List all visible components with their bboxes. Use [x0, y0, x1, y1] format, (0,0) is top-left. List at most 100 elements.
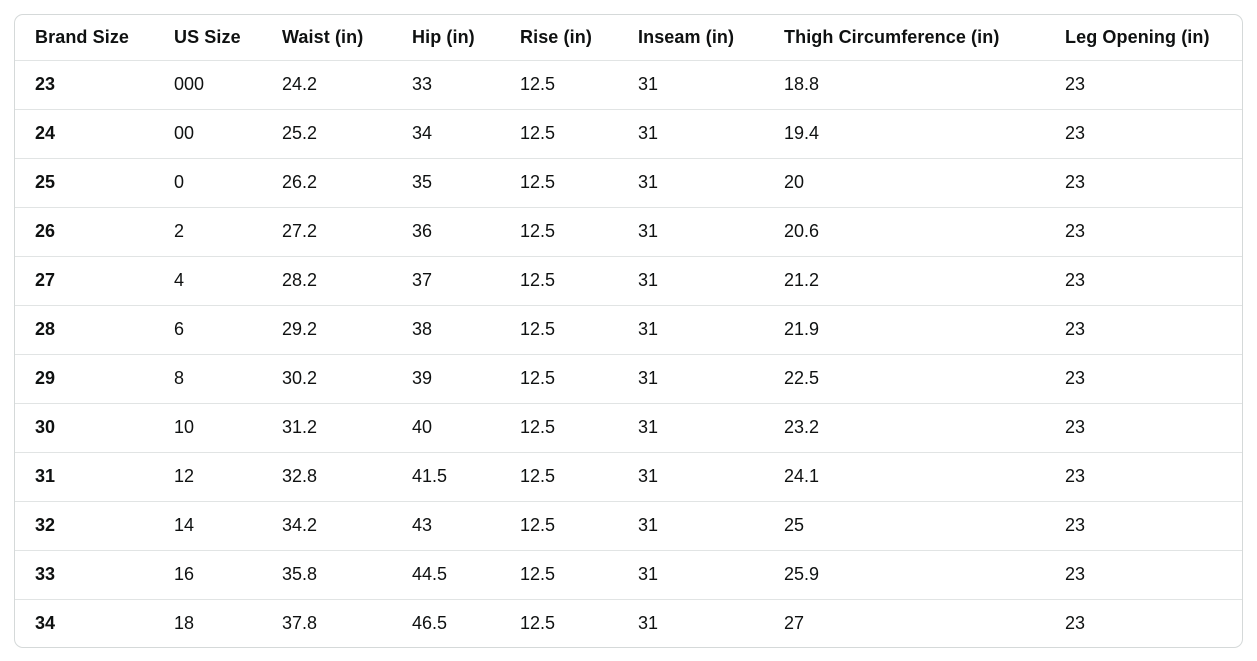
table-cell: 23 [15, 60, 154, 110]
table-cell: 26 [15, 207, 154, 257]
table-row: 25 0 26.2 35 12.5 31 20 23 [15, 158, 1242, 208]
table-cell: 44.5 [392, 550, 500, 600]
table-cell: 43 [392, 501, 500, 551]
table-cell: 25.2 [262, 109, 392, 159]
header-row: Brand Size US Size Waist (in) Hip (in) R… [15, 15, 1242, 61]
table-cell: 12.5 [500, 109, 618, 159]
table-cell: 20.6 [764, 207, 1045, 257]
table-cell: 31 [618, 109, 764, 159]
table-cell: 31 [638, 613, 659, 634]
table-cell: 18.8 [764, 60, 1045, 110]
table-cell: 37 [392, 256, 500, 306]
table-cell: 23 [1045, 109, 1242, 159]
table-cell: 27 [784, 613, 805, 634]
table-cell: 23 [1045, 60, 1242, 110]
table-cell: 12 [154, 452, 262, 502]
table-cell: 30 [15, 403, 154, 453]
table-cell: 31 [618, 60, 764, 110]
column-header-rise: Rise (in) [500, 15, 618, 61]
table-cell: 29.2 [262, 305, 392, 355]
table-cell: 32.8 [262, 452, 392, 502]
table-cell: 28.2 [262, 256, 392, 306]
table-row: 34 18 37.8 46.5 12.5 31 27 23 [15, 599, 1242, 647]
table-cell: 4 [154, 256, 262, 306]
table-cell: 31 [618, 207, 764, 257]
table-cell: 31 [618, 158, 764, 208]
table-cell: 23.2 [764, 403, 1045, 453]
table-cell: 20 [764, 158, 1045, 208]
table-cell: 23 [1045, 550, 1242, 600]
size-chart-card: Brand Size US Size Waist (in) Hip (in) R… [14, 14, 1243, 648]
column-header-thigh-circumference: Thigh Circumference (in) [764, 15, 1045, 61]
table-cell: 29 [15, 354, 154, 404]
table-cell: 2 [154, 207, 262, 257]
column-header-brand-size: Brand Size [15, 15, 154, 61]
table-cell: 12.5 [500, 256, 618, 306]
table-cell: 37.8 [282, 613, 318, 634]
table-cell: 46.5 [412, 613, 448, 634]
table-cell: 35 [392, 158, 500, 208]
table-cell: 12.5 [500, 452, 618, 502]
table-cell: 00 [154, 109, 262, 159]
table-cell: 39 [392, 354, 500, 404]
table-cell: 30.2 [262, 354, 392, 404]
table-cell: 34 [392, 109, 500, 159]
table-cell: 12.5 [500, 158, 618, 208]
table-cell: 000 [154, 60, 262, 110]
table-cell: 23 [1045, 305, 1242, 355]
table-cell: 31 [618, 550, 764, 600]
table-cell: 31 [15, 452, 154, 502]
table-cell: 22.5 [764, 354, 1045, 404]
table-cell: 23 [1045, 354, 1242, 404]
column-header-hip: Hip (in) [392, 15, 500, 61]
table-cell: 35.8 [262, 550, 392, 600]
table-cell: 14 [154, 501, 262, 551]
table-cell: 24 [15, 109, 154, 159]
table-cell: 6 [154, 305, 262, 355]
table-row: 23 000 24.2 33 12.5 31 18.8 23 [15, 60, 1242, 110]
table-cell: 23 [1065, 613, 1086, 634]
table-row: 33 16 35.8 44.5 12.5 31 25.9 23 [15, 550, 1242, 600]
table-row: 26 2 27.2 36 12.5 31 20.6 23 [15, 207, 1242, 257]
table-cell: 21.2 [764, 256, 1045, 306]
table-cell: 21.9 [764, 305, 1045, 355]
column-header-us-size: US Size [154, 15, 262, 61]
table-cell: 23 [1045, 158, 1242, 208]
table-row: 31 12 32.8 41.5 12.5 31 24.1 23 [15, 452, 1242, 502]
table-cell: 36 [392, 207, 500, 257]
column-header-waist: Waist (in) [262, 15, 392, 61]
table-cell: 24.1 [764, 452, 1045, 502]
table-cell: 12.5 [500, 403, 618, 453]
table-cell: 33 [15, 550, 154, 600]
column-header-leg-opening: Leg Opening (in) [1045, 15, 1242, 61]
table-cell: 12.5 [500, 207, 618, 257]
table-cell: 23 [1045, 501, 1242, 551]
table-cell: 26.2 [262, 158, 392, 208]
table-cell: 18 [174, 613, 195, 634]
table-cell: 25.9 [764, 550, 1045, 600]
table-cell: 33 [392, 60, 500, 110]
table-cell: 23 [1045, 256, 1242, 306]
table-cell: 12.5 [520, 613, 556, 634]
table-cell: 12.5 [500, 550, 618, 600]
table-cell: 34 [35, 613, 56, 634]
table-cell: 31 [618, 256, 764, 306]
table-cell: 23 [1045, 452, 1242, 502]
table-cell: 27 [15, 256, 154, 306]
table-row: 30 10 31.2 40 12.5 31 23.2 23 [15, 403, 1242, 453]
table-cell: 34.2 [262, 501, 392, 551]
table-cell: 0 [154, 158, 262, 208]
table-cell: 41.5 [392, 452, 500, 502]
column-header-inseam: Inseam (in) [618, 15, 764, 61]
table-cell: 31 [618, 354, 764, 404]
table-row: 32 14 34.2 43 12.5 31 25 23 [15, 501, 1242, 551]
table-row: 29 8 30.2 39 12.5 31 22.5 23 [15, 354, 1242, 404]
table-row: 27 4 28.2 37 12.5 31 21.2 23 [15, 256, 1242, 306]
table-cell: 8 [154, 354, 262, 404]
table-cell: 31.2 [262, 403, 392, 453]
table-cell: 16 [154, 550, 262, 600]
table-cell: 24.2 [262, 60, 392, 110]
size-chart-body: 23 000 24.2 33 12.5 31 18.8 23 24 00 25.2 34 12.5 31 1… [15, 60, 1242, 647]
table-cell: 40 [392, 403, 500, 453]
